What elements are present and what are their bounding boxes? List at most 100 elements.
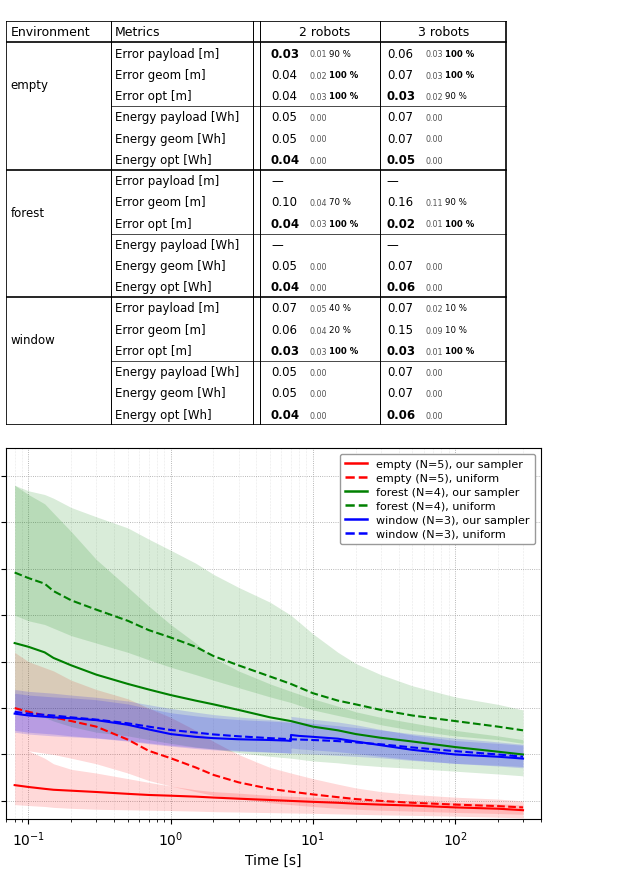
Text: 0.00: 0.00 (309, 390, 327, 399)
Text: —: — (271, 175, 283, 188)
Text: 0.00: 0.00 (309, 262, 327, 271)
Text: Error opt [m]: Error opt [m] (115, 345, 191, 358)
Text: 90 %: 90 % (445, 92, 467, 101)
Text: Error opt [m]: Error opt [m] (115, 90, 191, 103)
Text: 0.00: 0.00 (426, 114, 443, 123)
Text: Error payload [m]: Error payload [m] (115, 302, 219, 315)
Text: 0.15: 0.15 (387, 323, 413, 337)
Text: 0.00: 0.00 (426, 136, 443, 144)
Text: 0.03: 0.03 (309, 93, 327, 102)
Text: 0.01: 0.01 (426, 220, 443, 229)
Text: 0.00: 0.00 (309, 114, 327, 123)
Text: 0.01: 0.01 (426, 347, 443, 356)
Text: 0.07: 0.07 (387, 69, 413, 82)
Text: Energy payload [Wh]: Energy payload [Wh] (115, 111, 239, 124)
Text: window: window (11, 334, 56, 347)
Text: forest: forest (11, 206, 45, 220)
Text: 0.06: 0.06 (387, 281, 416, 294)
Text: Energy opt [Wh]: Energy opt [Wh] (115, 281, 211, 294)
Text: 0.07: 0.07 (387, 132, 413, 145)
Text: 0.03: 0.03 (387, 345, 416, 358)
Text: 0.05: 0.05 (271, 366, 297, 379)
Text: 0.00: 0.00 (426, 390, 443, 399)
Text: 0.06: 0.06 (387, 408, 416, 421)
Text: 0.05: 0.05 (271, 387, 297, 400)
Text: Error payload [m]: Error payload [m] (115, 48, 219, 60)
Text: 10 %: 10 % (445, 325, 467, 334)
Text: 100 %: 100 % (445, 71, 474, 80)
Text: empty: empty (11, 80, 49, 92)
Text: Energy geom [Wh]: Energy geom [Wh] (115, 132, 225, 145)
Text: Error opt [m]: Error opt [m] (115, 217, 191, 230)
Text: 100 %: 100 % (329, 71, 358, 80)
Text: 0.00: 0.00 (309, 136, 327, 144)
Text: 100 %: 100 % (329, 346, 358, 355)
Text: 0.05: 0.05 (387, 153, 416, 167)
Text: 0.16: 0.16 (387, 196, 413, 209)
Text: 40 %: 40 % (329, 304, 351, 313)
Text: 0.03: 0.03 (309, 220, 327, 229)
Text: 0.00: 0.00 (309, 157, 327, 166)
Text: 0.00: 0.00 (426, 262, 443, 271)
Text: Error payload [m]: Error payload [m] (115, 175, 219, 188)
Text: 0.07: 0.07 (387, 387, 413, 400)
Text: Metrics: Metrics (115, 27, 161, 39)
Text: 0.00: 0.00 (309, 284, 327, 292)
Text: 70 %: 70 % (329, 198, 351, 207)
Text: 90 %: 90 % (445, 198, 467, 207)
Text: 0.02: 0.02 (309, 72, 327, 81)
Text: 0.10: 0.10 (271, 196, 297, 209)
Text: 3 robots: 3 robots (418, 27, 469, 39)
Text: 0.00: 0.00 (309, 411, 327, 420)
Text: 0.05: 0.05 (309, 305, 327, 314)
Text: Error geom [m]: Error geom [m] (115, 196, 205, 209)
Text: 0.06: 0.06 (271, 323, 297, 337)
Text: —: — (387, 175, 399, 188)
Text: 0.02: 0.02 (387, 217, 416, 230)
Text: 0.00: 0.00 (426, 157, 443, 166)
Text: 0.03: 0.03 (271, 345, 300, 358)
Text: 0.04: 0.04 (309, 326, 327, 335)
Text: 0.04: 0.04 (271, 408, 300, 421)
Text: —: — (271, 238, 283, 252)
Text: 0.04: 0.04 (271, 281, 300, 294)
Text: 0.00: 0.00 (426, 284, 443, 292)
Text: Energy payload [Wh]: Energy payload [Wh] (115, 238, 239, 252)
Text: —: — (387, 238, 399, 252)
Text: 0.03: 0.03 (387, 90, 416, 103)
Text: Error geom [m]: Error geom [m] (115, 69, 205, 82)
Text: 0.00: 0.00 (309, 369, 327, 377)
Text: 100 %: 100 % (329, 219, 358, 229)
Text: 0.07: 0.07 (271, 302, 297, 315)
Text: Energy geom [Wh]: Energy geom [Wh] (115, 260, 225, 273)
Legend: empty (N=5), our sampler, empty (N=5), uniform, forest (N=4), our sampler, fores: empty (N=5), our sampler, empty (N=5), u… (340, 455, 535, 545)
Text: Energy opt [Wh]: Energy opt [Wh] (115, 153, 211, 167)
Text: 0.04: 0.04 (271, 90, 297, 103)
Text: 0.02: 0.02 (426, 305, 443, 314)
Text: 0.02: 0.02 (426, 93, 443, 102)
Text: 0.00: 0.00 (426, 369, 443, 377)
Text: 90 %: 90 % (329, 50, 351, 58)
Text: 100 %: 100 % (445, 50, 474, 58)
Text: Energy opt [Wh]: Energy opt [Wh] (115, 408, 211, 421)
Text: 0.00: 0.00 (426, 411, 443, 420)
Text: 0.07: 0.07 (387, 111, 413, 124)
Text: 0.05: 0.05 (271, 132, 297, 145)
Text: 2 robots: 2 robots (299, 27, 350, 39)
Text: Energy geom [Wh]: Energy geom [Wh] (115, 387, 225, 400)
Text: 0.01: 0.01 (309, 51, 327, 59)
Text: 20 %: 20 % (329, 325, 351, 334)
Text: Error geom [m]: Error geom [m] (115, 323, 205, 337)
Text: 0.04: 0.04 (271, 153, 300, 167)
Text: Environment: Environment (11, 27, 90, 39)
Text: 0.03: 0.03 (426, 51, 443, 59)
X-axis label: Time [s]: Time [s] (245, 853, 302, 867)
Text: 100 %: 100 % (445, 346, 474, 355)
Text: 10 %: 10 % (445, 304, 467, 313)
Text: Energy payload [Wh]: Energy payload [Wh] (115, 366, 239, 379)
Text: 0.04: 0.04 (271, 217, 300, 230)
Text: 0.03: 0.03 (271, 48, 300, 60)
Text: 0.04: 0.04 (271, 69, 297, 82)
Text: 0.07: 0.07 (387, 260, 413, 273)
Text: 0.03: 0.03 (309, 347, 327, 356)
